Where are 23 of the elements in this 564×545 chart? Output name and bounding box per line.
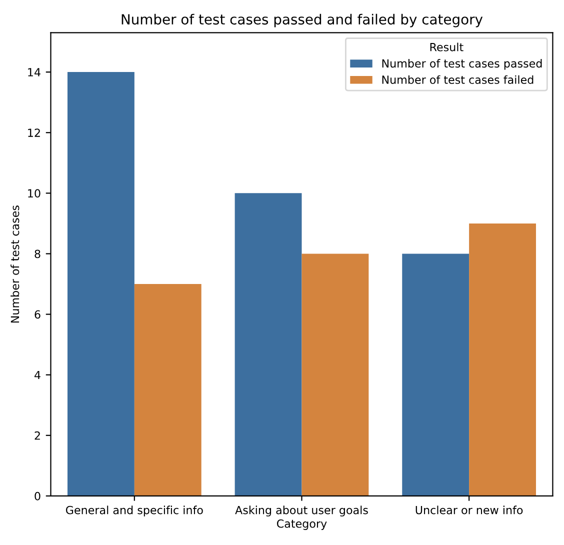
- y-tick-label: 12: [28, 128, 40, 137]
- bar: [402, 254, 470, 496]
- bar: [234, 193, 302, 496]
- x-tick-label: Unclear or new info: [416, 506, 523, 514]
- chart-title: Number of test cases passed and failed by category: [122, 14, 483, 28]
- x-tick-label: Asking about user goals: [235, 506, 368, 516]
- y-tick-label: 0: [34, 492, 40, 500]
- bar: [469, 223, 536, 496]
- y-tick-label: 10: [28, 189, 40, 198]
- y-tick-label: 4: [34, 370, 40, 380]
- y-tick-label: 6: [34, 310, 40, 319]
- legend-title: Result: [430, 42, 464, 52]
- x-axis-title: Category: [276, 519, 327, 530]
- y-tick-label: 2: [34, 431, 40, 440]
- y-axis-title: Number of test cases: [10, 206, 20, 323]
- x-tick-label: General and specific info: [66, 506, 203, 516]
- bar: [67, 72, 134, 496]
- bar: [302, 254, 369, 496]
- legend-label: Number of test cases failed: [382, 75, 534, 84]
- y-tick-label: 8: [34, 250, 40, 258]
- y-tick-label: 14: [28, 68, 40, 76]
- bar: [134, 284, 202, 496]
- legend-label: Number of test cases passed: [382, 59, 542, 70]
